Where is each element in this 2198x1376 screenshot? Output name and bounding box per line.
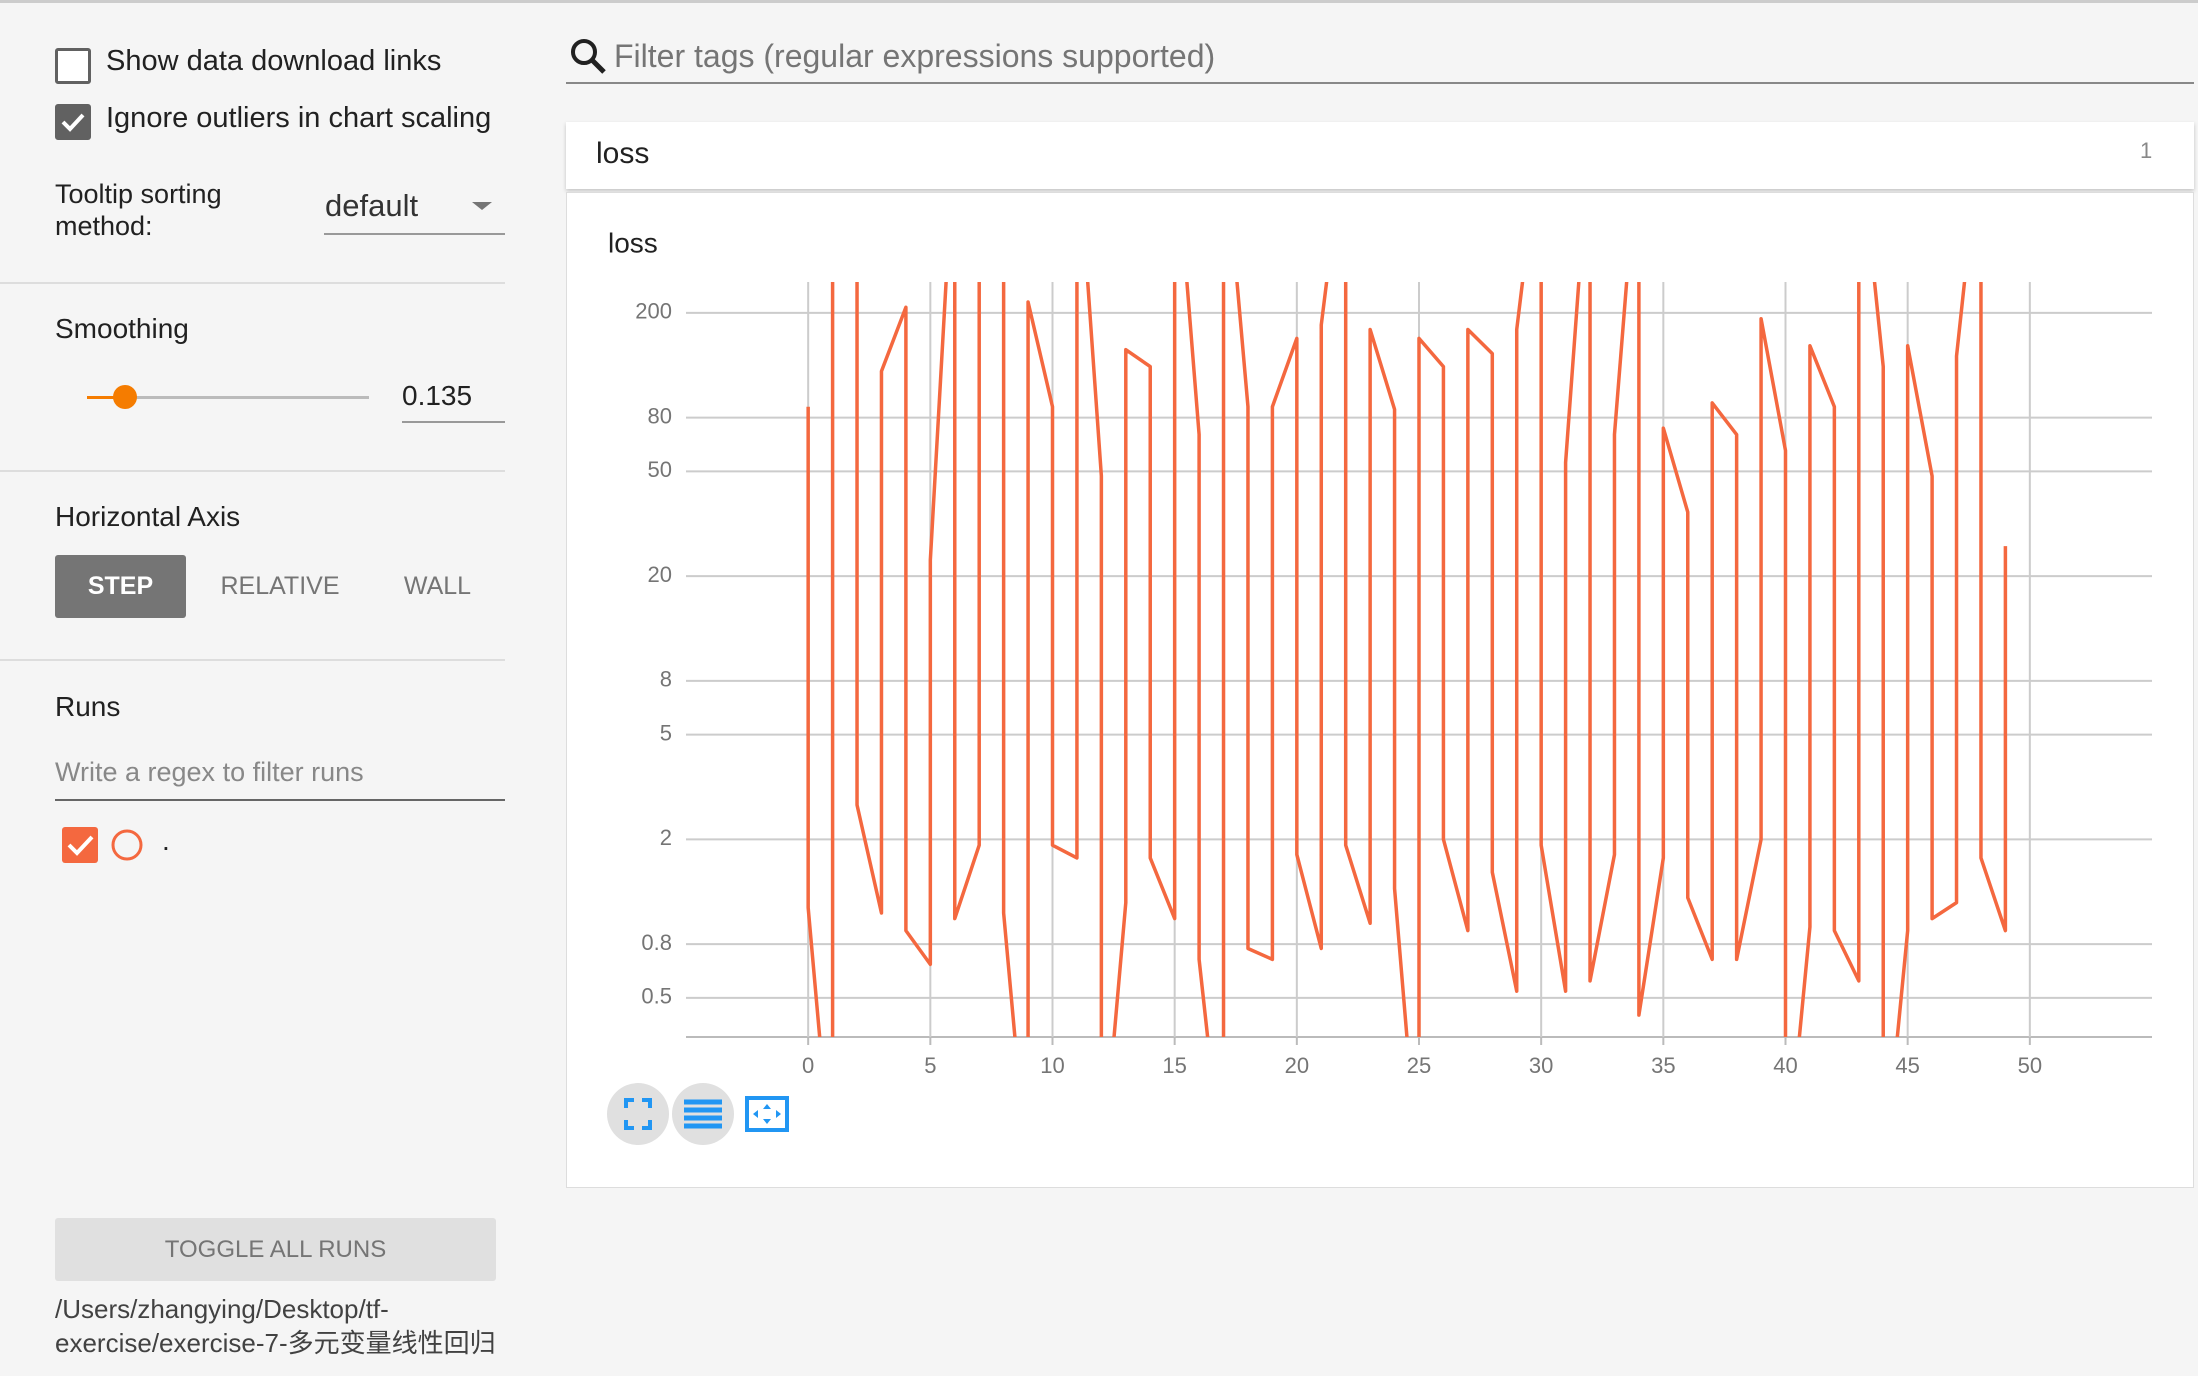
y-tick-label: 80 xyxy=(648,403,672,428)
log-scale-button[interactable] xyxy=(672,1083,734,1145)
search-icon xyxy=(571,39,606,74)
label: Show data download links xyxy=(106,45,442,77)
check xyxy=(67,835,94,856)
toggle-button[interactable]: TOGGLE ALL RUNS xyxy=(55,1218,496,1281)
x-tick-label: 30 xyxy=(1529,1053,1553,1078)
x-tick-label: 20 xyxy=(1285,1053,1309,1078)
label: Smoothing xyxy=(55,313,189,344)
runs-filter[interactable]: Write a regex to filter runs xyxy=(55,757,364,787)
button-wall[interactable]: WALL xyxy=(403,572,472,600)
log-scale-icon xyxy=(684,1099,722,1129)
y-tick-label: 50 xyxy=(648,457,672,482)
card-count: 1 xyxy=(2140,138,2153,163)
fullscreen-button[interactable] xyxy=(607,1083,669,1145)
fit-domain-button[interactable] xyxy=(745,1096,789,1132)
x-tick-label: 10 xyxy=(1040,1053,1064,1078)
x-tick-label: 35 xyxy=(1651,1053,1675,1078)
y-tick-label: 0.5 xyxy=(641,984,672,1009)
fit-domain-icon xyxy=(753,1104,781,1124)
x-tick-label: 0 xyxy=(802,1053,814,1078)
x-tick-label: 25 xyxy=(1407,1053,1431,1078)
plot xyxy=(806,282,2008,1037)
slider-fill xyxy=(87,396,126,399)
divider xyxy=(0,659,505,661)
divider xyxy=(0,470,505,472)
button-relative[interactable]: RELATIVE xyxy=(220,572,340,600)
y-tick-label: 5 xyxy=(660,720,672,745)
underline xyxy=(402,421,505,423)
underline xyxy=(324,233,505,235)
card-header[interactable] xyxy=(566,122,2194,189)
divider xyxy=(0,282,505,284)
y-tick-label: 8 xyxy=(660,667,672,692)
slider-thumb[interactable] xyxy=(113,385,138,409)
smoothing-value[interactable]: 0.135 xyxy=(402,380,473,411)
series-line xyxy=(806,282,2008,1037)
y-tick-label: 2 xyxy=(660,825,672,850)
checkbox-checked[interactable] xyxy=(55,104,91,140)
label: Ignore outliers in chart scaling xyxy=(106,102,492,134)
y-tick-label: 200 xyxy=(635,299,672,324)
dropdown-arrow[interactable] xyxy=(470,200,494,214)
logdir: /Users/zhangying/Desktop/tf-exercise/exe… xyxy=(55,1294,496,1358)
dropdown-value[interactable]: default xyxy=(325,188,419,223)
y-tick-label: 20 xyxy=(648,562,672,587)
underline xyxy=(55,799,505,801)
top-border xyxy=(0,0,2198,3)
slider-track[interactable] xyxy=(87,396,369,399)
x-tick-label: 50 xyxy=(2018,1053,2042,1078)
checkbox[interactable] xyxy=(55,48,91,84)
chart-title: loss xyxy=(608,227,658,258)
underline xyxy=(566,82,2194,84)
x-tick-label: 15 xyxy=(1162,1053,1186,1078)
label: Tooltip sorting method: xyxy=(55,179,222,241)
x-tick-label: 5 xyxy=(924,1053,936,1078)
run-name: . xyxy=(162,825,170,856)
check xyxy=(61,113,85,132)
run-color[interactable] xyxy=(110,828,144,862)
label: Horizontal Axis xyxy=(55,501,241,532)
button-step[interactable]: STEP xyxy=(55,555,186,618)
card-title: loss xyxy=(596,137,650,170)
search-input[interactable]: Filter tags (regular expressions support… xyxy=(614,38,1216,74)
x-tick-label: 45 xyxy=(1895,1053,1919,1078)
fullscreen-icon xyxy=(624,1098,652,1130)
run-checkbox[interactable] xyxy=(62,827,98,863)
label: Runs xyxy=(55,691,121,722)
x-tick-label: 40 xyxy=(1773,1053,1797,1078)
y-tick-label: 0.8 xyxy=(641,930,672,955)
